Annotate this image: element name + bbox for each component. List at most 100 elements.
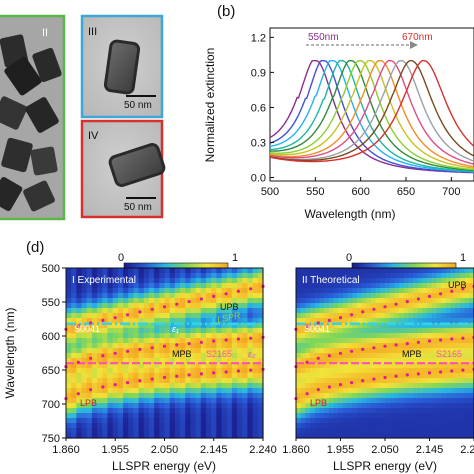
heat-cell bbox=[216, 408, 223, 414]
heat-cell bbox=[117, 358, 124, 364]
heat-cell bbox=[427, 423, 433, 429]
heat-cell bbox=[242, 303, 249, 309]
heat-cell bbox=[324, 308, 330, 314]
heat-cell bbox=[450, 348, 456, 354]
heat-cell bbox=[216, 418, 223, 424]
heat-cell bbox=[133, 428, 140, 434]
heat-cell bbox=[76, 333, 83, 339]
heat-cell bbox=[310, 353, 316, 359]
heat-cell bbox=[91, 388, 98, 394]
heat-cell bbox=[417, 303, 424, 309]
heat-cell bbox=[427, 333, 433, 339]
heat-cell bbox=[97, 393, 103, 399]
heat-cell bbox=[310, 278, 316, 284]
heat-cell bbox=[143, 328, 150, 334]
heat-cell bbox=[107, 433, 114, 439]
heat-cell bbox=[417, 353, 424, 359]
heat-cell bbox=[86, 393, 93, 399]
heat-cell bbox=[164, 393, 171, 399]
heat-cell bbox=[342, 318, 349, 324]
heat-cell bbox=[361, 348, 367, 354]
heat-cell bbox=[252, 308, 259, 314]
heat-cell bbox=[86, 423, 93, 429]
heat-cell bbox=[117, 338, 124, 344]
heat-cell bbox=[185, 418, 192, 424]
heat-cell bbox=[154, 308, 160, 314]
heat-cell bbox=[338, 398, 344, 404]
heat-cell bbox=[257, 298, 264, 304]
heat-cell bbox=[123, 318, 129, 324]
spectrum-line bbox=[269, 60, 474, 165]
heat-cell bbox=[107, 373, 114, 379]
heat-cell bbox=[226, 273, 233, 279]
heat-cell bbox=[185, 358, 192, 364]
heat-cell bbox=[133, 433, 140, 439]
heat-cell bbox=[252, 293, 259, 299]
heat-cell bbox=[143, 398, 150, 404]
heat-cell bbox=[76, 428, 83, 434]
heat-cell bbox=[319, 423, 325, 429]
heat-cell bbox=[159, 363, 166, 369]
heat-cell bbox=[300, 383, 306, 389]
heat-cell bbox=[361, 368, 367, 374]
heat-cell bbox=[128, 343, 134, 349]
heat-cell bbox=[445, 283, 452, 289]
heat-cell bbox=[399, 308, 405, 314]
heat-cell bbox=[441, 278, 447, 284]
heat-cell bbox=[97, 333, 103, 339]
heat-cell bbox=[91, 318, 98, 324]
heat-cell bbox=[257, 383, 264, 389]
heat-cell bbox=[436, 288, 442, 294]
heat-cell bbox=[356, 418, 363, 424]
heat-cell bbox=[427, 343, 433, 349]
heat-cell bbox=[117, 333, 124, 339]
heat-cell bbox=[300, 348, 306, 354]
heat-cell bbox=[324, 318, 330, 324]
heat-cell bbox=[394, 348, 400, 354]
heat-cell bbox=[143, 278, 150, 284]
mpb-dot bbox=[138, 347, 142, 351]
upb-dot bbox=[162, 305, 167, 309]
heat-cell bbox=[148, 293, 155, 299]
heat-cell bbox=[431, 388, 438, 394]
heat-cell bbox=[403, 308, 410, 314]
mpb-dot bbox=[113, 351, 117, 355]
heat-cell bbox=[319, 333, 325, 339]
heat-cell bbox=[459, 408, 466, 414]
heat-cell bbox=[413, 313, 419, 319]
heat-cell bbox=[375, 323, 381, 329]
heat-cell bbox=[252, 323, 259, 329]
heat-cell bbox=[71, 338, 77, 344]
heat-cell bbox=[159, 338, 166, 344]
heat-cell bbox=[455, 363, 461, 369]
heat-cell bbox=[242, 428, 249, 434]
heat-cell bbox=[310, 363, 316, 369]
heat-cell bbox=[133, 323, 140, 329]
heat-cell bbox=[128, 293, 134, 299]
mpb-dot bbox=[350, 349, 354, 353]
heat-cell bbox=[305, 358, 311, 364]
heat-cell bbox=[352, 283, 358, 289]
heat-cell bbox=[305, 293, 311, 299]
heat-cell bbox=[159, 283, 166, 289]
heat-cell bbox=[403, 428, 410, 434]
heat-cell bbox=[375, 393, 381, 399]
heat-cell bbox=[76, 348, 83, 354]
heat-cell bbox=[352, 413, 358, 419]
heat-cell bbox=[324, 323, 330, 329]
heat-cell bbox=[107, 273, 114, 279]
heat-cell bbox=[211, 298, 217, 304]
heat-cell bbox=[91, 378, 98, 384]
heat-cell bbox=[356, 423, 363, 429]
upb-dot bbox=[212, 294, 216, 298]
heat-cell bbox=[257, 313, 264, 319]
heat-cell bbox=[159, 408, 166, 414]
heat-cell bbox=[143, 308, 150, 314]
heat-cell bbox=[413, 368, 419, 374]
heat-cell bbox=[328, 288, 335, 294]
heat-cell bbox=[342, 398, 349, 404]
heat-cell bbox=[169, 408, 176, 414]
heat-cell bbox=[319, 293, 325, 299]
heat-cell bbox=[361, 338, 367, 344]
heat-cell bbox=[86, 298, 93, 304]
